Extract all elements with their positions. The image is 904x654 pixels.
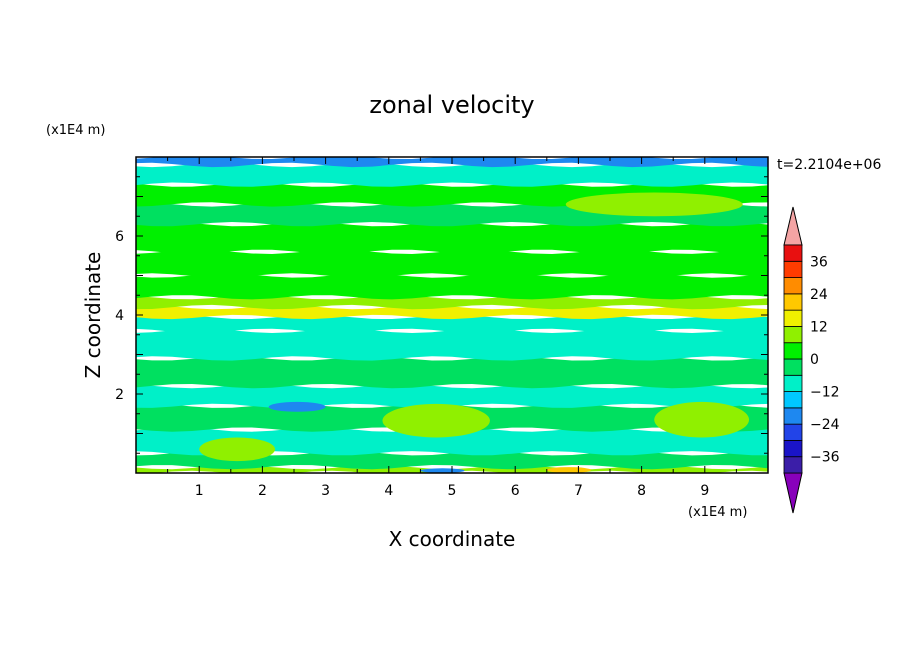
field-patch [268, 401, 326, 412]
x-unit-label: (x1E4 m) [688, 505, 747, 520]
colorbar-swatch [783, 358, 803, 376]
x-tick-label: 3 [321, 483, 330, 499]
y-axis: 2 4 6 [115, 176, 768, 454]
colorbar-swatch [783, 277, 803, 295]
colorbar: 36 24 12 0 −12 −24 −36 [783, 206, 840, 514]
colorbar-swatch [783, 309, 803, 327]
time-label: t=2.2104e+06 [777, 157, 881, 173]
field-patch [382, 403, 490, 438]
colorbar-swatch [783, 293, 803, 311]
field-patch [565, 192, 743, 217]
field-band [136, 249, 768, 278]
colorbar-label: −36 [810, 450, 840, 466]
colorbar-min-triangle [783, 472, 803, 514]
field-band [136, 451, 768, 470]
colorbar-swatch [783, 374, 803, 392]
x-tick-label: 1 [195, 483, 204, 499]
colorbar-swatch [783, 456, 803, 474]
colorbar-swatch [783, 440, 803, 458]
field-band [136, 222, 768, 254]
colorbar-label: 0 [810, 352, 819, 368]
colorbar-swatch [783, 326, 803, 344]
x-axis-label: X coordinate [389, 527, 516, 551]
colorbar-swatch [783, 407, 803, 425]
colorbar-max-triangle [783, 206, 803, 246]
colorbar-label: −24 [810, 417, 840, 433]
y-tick-label: 4 [115, 308, 124, 324]
chart-title: zonal velocity [369, 91, 534, 119]
field-band [136, 328, 768, 361]
x-tick-label: 8 [637, 483, 646, 499]
y-axis-label: Z coordinate [81, 252, 105, 379]
field-patch [654, 401, 750, 438]
y-unit-label: (x1E4 m) [46, 123, 105, 138]
field-band [136, 356, 768, 389]
colorbar-swatch [783, 342, 803, 360]
x-tick-label: 7 [574, 483, 583, 499]
x-tick-label: 9 [700, 483, 709, 499]
colorbar-label: 12 [810, 319, 828, 335]
field-band [136, 314, 768, 333]
colorbar-swatch [783, 260, 803, 278]
field-patch [199, 437, 276, 462]
colorbar-label: 36 [810, 254, 828, 270]
x-tick-label: 6 [511, 483, 520, 499]
x-tick-label: 5 [448, 483, 457, 499]
colorbar-label: −12 [810, 385, 840, 401]
x-tick-label: 4 [384, 483, 393, 499]
colorbar-label: 24 [810, 287, 828, 303]
field-band [136, 384, 768, 408]
field-band [136, 162, 768, 187]
field-patch [546, 467, 592, 473]
colorbar-swatch [783, 244, 803, 262]
y-tick-label: 2 [115, 387, 124, 403]
field-band [136, 427, 768, 456]
field-band [136, 295, 768, 310]
velocity-field [136, 157, 768, 473]
field-patch [420, 468, 465, 473]
field-band [136, 273, 768, 300]
x-axis: 1 2 3 4 5 6 7 8 9 [167, 157, 737, 499]
y-tick-label: 6 [115, 229, 124, 245]
colorbar-swatch [783, 391, 803, 409]
colorbar-swatch [783, 423, 803, 441]
x-tick-label: 2 [258, 483, 267, 499]
